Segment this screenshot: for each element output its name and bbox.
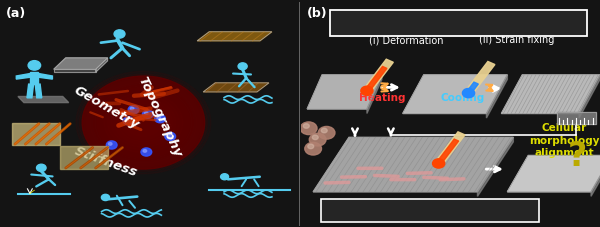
Polygon shape [367, 75, 382, 114]
Circle shape [143, 150, 146, 152]
Circle shape [123, 117, 134, 125]
Circle shape [111, 98, 176, 147]
Polygon shape [203, 83, 269, 92]
Polygon shape [365, 67, 387, 92]
Circle shape [167, 134, 170, 137]
Circle shape [97, 87, 190, 158]
Circle shape [114, 30, 125, 38]
Circle shape [130, 107, 134, 110]
Circle shape [101, 194, 110, 200]
Polygon shape [502, 75, 600, 114]
Circle shape [463, 89, 475, 98]
Circle shape [305, 142, 322, 155]
Circle shape [157, 116, 160, 119]
Circle shape [238, 63, 247, 70]
Text: (i) Deformation: (i) Deformation [368, 35, 443, 45]
FancyBboxPatch shape [329, 10, 587, 36]
Polygon shape [466, 82, 478, 94]
Circle shape [433, 159, 445, 168]
Polygon shape [435, 132, 465, 165]
Circle shape [106, 141, 117, 149]
Text: Topography: Topography [136, 74, 184, 159]
Circle shape [165, 132, 176, 141]
Circle shape [107, 95, 179, 150]
Circle shape [308, 144, 314, 149]
Text: Geometry: Geometry [71, 84, 141, 132]
Circle shape [118, 103, 169, 142]
Polygon shape [12, 123, 60, 145]
Circle shape [301, 122, 317, 135]
Circle shape [28, 61, 41, 70]
Polygon shape [557, 112, 596, 124]
Polygon shape [465, 62, 495, 95]
Text: (a): (a) [6, 7, 26, 20]
Polygon shape [313, 137, 514, 192]
Circle shape [76, 71, 211, 174]
Circle shape [115, 101, 172, 145]
Circle shape [155, 115, 166, 123]
Circle shape [303, 124, 309, 128]
Circle shape [309, 133, 326, 146]
Circle shape [83, 77, 204, 168]
Circle shape [145, 112, 148, 114]
Polygon shape [27, 84, 34, 98]
Polygon shape [16, 74, 30, 79]
Circle shape [80, 74, 208, 171]
Circle shape [122, 106, 166, 139]
Circle shape [86, 79, 200, 166]
Polygon shape [579, 75, 600, 118]
Circle shape [128, 106, 139, 114]
Text: "Shape programming process": "Shape programming process" [355, 19, 547, 29]
Polygon shape [508, 155, 600, 192]
Circle shape [94, 85, 193, 160]
Polygon shape [60, 146, 107, 169]
Text: Cellular
morphology
alignment: Cellular morphology alignment [529, 123, 599, 158]
Polygon shape [197, 32, 272, 41]
Polygon shape [591, 155, 600, 196]
Circle shape [125, 118, 129, 121]
Circle shape [221, 174, 229, 180]
Polygon shape [364, 59, 394, 92]
Circle shape [37, 164, 46, 171]
Text: Cooling: Cooling [440, 93, 485, 103]
Circle shape [90, 82, 197, 163]
FancyBboxPatch shape [320, 199, 539, 222]
Circle shape [125, 109, 162, 136]
Polygon shape [403, 75, 508, 114]
Text: (b): (b) [307, 7, 328, 20]
Polygon shape [95, 58, 107, 72]
Circle shape [82, 76, 205, 169]
Text: ?: ? [568, 140, 587, 173]
Circle shape [101, 90, 187, 155]
Circle shape [142, 110, 153, 118]
Polygon shape [54, 69, 95, 72]
Circle shape [141, 148, 152, 156]
Polygon shape [18, 96, 69, 103]
Circle shape [361, 86, 373, 95]
Circle shape [318, 126, 335, 139]
Polygon shape [30, 72, 38, 84]
Text: (ii) Strain fixing: (ii) Strain fixing [479, 35, 554, 45]
Text: "Shape recovery process": "Shape recovery process" [346, 200, 508, 210]
Circle shape [321, 128, 327, 133]
Circle shape [104, 93, 183, 153]
Text: Stiffness: Stiffness [73, 145, 139, 180]
Polygon shape [487, 75, 508, 118]
Polygon shape [35, 84, 42, 98]
Polygon shape [54, 58, 107, 69]
Circle shape [312, 135, 318, 140]
Circle shape [109, 143, 112, 145]
Polygon shape [478, 137, 514, 196]
Polygon shape [436, 139, 458, 164]
Text: Heating: Heating [359, 93, 405, 103]
Polygon shape [307, 75, 382, 109]
Polygon shape [38, 74, 52, 79]
